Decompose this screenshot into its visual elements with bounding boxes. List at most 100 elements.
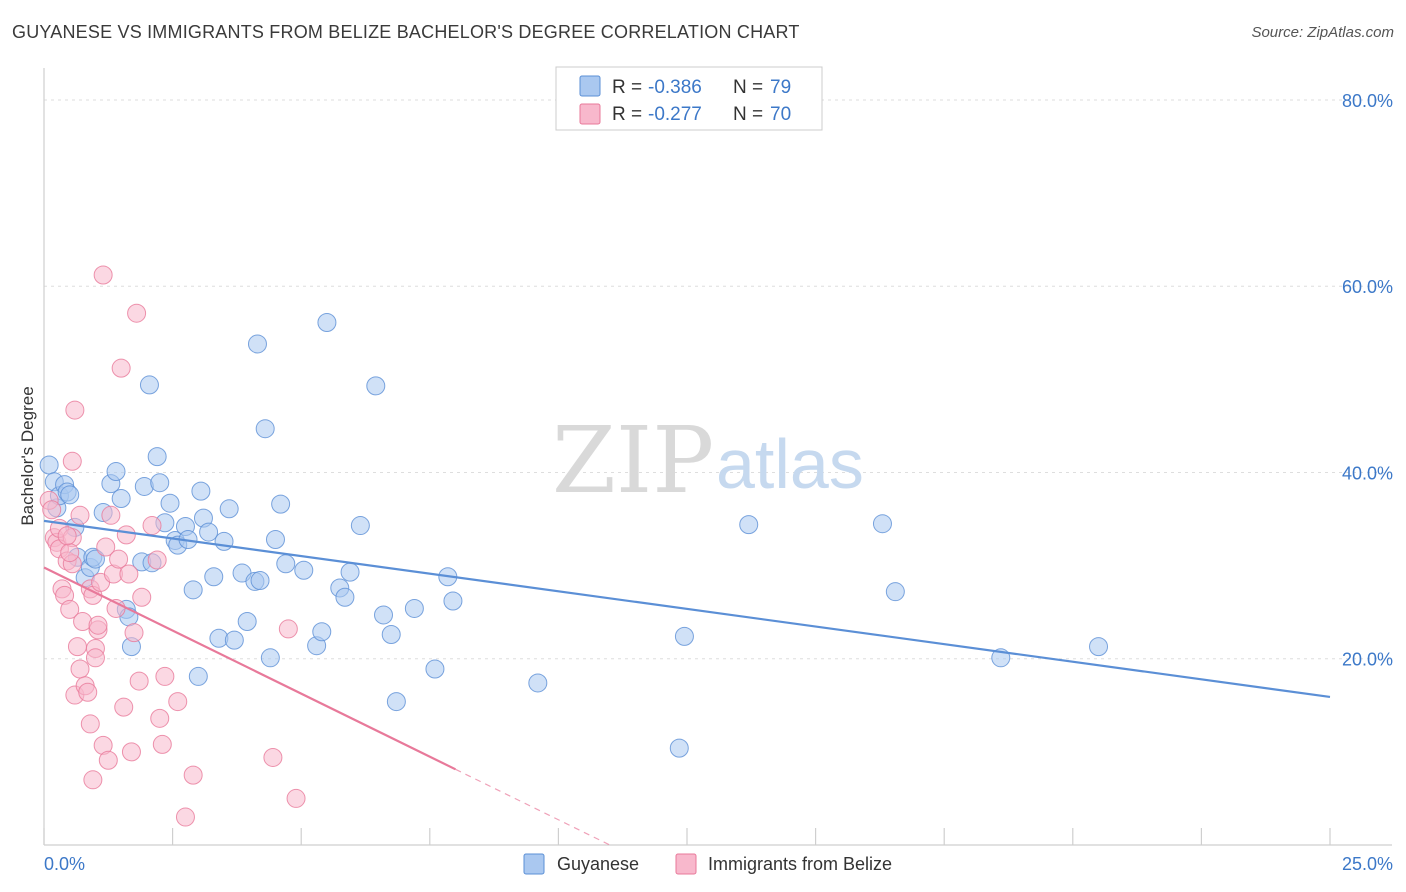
guyanese-point: [255, 419, 275, 439]
watermark: ZIP atlas: [552, 407, 864, 514]
legend-swatch-guyanese: [579, 75, 601, 97]
guyanese-trend-line: [43, 519, 1331, 699]
belize-point: [286, 788, 306, 808]
y-tick-label: 80.0%: [1342, 91, 1393, 111]
guyanese-point: [191, 481, 211, 501]
guyanese-point: [739, 515, 759, 535]
guyanese-point: [425, 659, 445, 679]
legend-r-label: R =: [612, 104, 642, 125]
belize-point: [78, 682, 98, 702]
guyanese-point: [224, 630, 244, 650]
guyanese-point: [199, 522, 219, 542]
guyanese-point: [366, 376, 386, 396]
guyanese-point: [106, 462, 126, 482]
belize-point: [116, 525, 136, 545]
belize-point: [93, 265, 113, 285]
belize-point: [60, 543, 80, 563]
legend-n-value: 70: [770, 104, 791, 125]
watermark-zip: ZIP: [552, 407, 714, 514]
belize-point: [132, 587, 152, 607]
belize-point: [80, 714, 100, 734]
guyanese-point: [340, 562, 360, 582]
belize-trend-line-extension: [455, 768, 611, 846]
guyanese-point: [350, 516, 370, 536]
legend-label-belize: Immigrants from Belize: [708, 854, 892, 874]
belize-point: [124, 623, 144, 643]
belize-point: [109, 549, 129, 569]
belize-point: [67, 637, 87, 657]
legend-r-label: R =: [612, 77, 642, 98]
belize-point: [88, 615, 108, 635]
y-tick-label: 20.0%: [1342, 650, 1393, 670]
belize-point: [129, 671, 149, 691]
belize-point: [155, 666, 175, 686]
guyanese-point: [1089, 637, 1109, 657]
belize-point: [101, 505, 121, 525]
guyanese-point: [271, 494, 291, 514]
trend-lines: [43, 519, 1331, 846]
guyanese-point: [260, 648, 280, 668]
guyanese-point: [139, 375, 159, 395]
legend-r-value: -0.277: [648, 104, 702, 125]
guyanese-point: [312, 622, 332, 642]
guyanese-point: [335, 587, 355, 607]
belize-point: [57, 526, 77, 546]
guyanese-point: [443, 591, 463, 611]
guyanese-point: [204, 567, 224, 587]
x-tick-label: 25.0%: [1342, 854, 1393, 874]
belize-point: [70, 505, 90, 525]
legend-label-guyanese: Guyanese: [557, 854, 639, 874]
guyanese-point: [265, 530, 285, 550]
guyanese-point: [188, 666, 208, 686]
guyanese-point: [374, 605, 394, 625]
belize-point: [150, 708, 170, 728]
belize-point: [85, 648, 105, 668]
belize-point: [98, 750, 118, 770]
belize-trend-line: [43, 566, 457, 771]
guyanese-point: [294, 560, 314, 580]
belize-point: [70, 659, 90, 679]
belize-point: [147, 550, 167, 570]
guyanese-point: [885, 582, 905, 602]
legend-n-label: N =: [733, 104, 763, 125]
belize-point: [119, 564, 139, 584]
guyanese-point: [404, 598, 424, 618]
guyanese-point: [60, 485, 80, 505]
belize-point: [263, 747, 283, 767]
belize-point: [65, 400, 85, 420]
belize-point: [111, 358, 131, 378]
belize-point: [183, 765, 203, 785]
belize-point: [168, 692, 188, 712]
x-tick-labels: 0.0% 25.0%: [44, 854, 1393, 874]
guyanese-point: [872, 514, 892, 534]
guyanese-point: [85, 549, 105, 569]
y-tick-label: 40.0%: [1342, 463, 1393, 483]
source-label: Source: ZipAtlas.com: [1251, 24, 1394, 41]
guyanese-point: [386, 692, 406, 712]
guyanese-point: [528, 673, 548, 693]
x-tick-label: 0.0%: [44, 854, 85, 874]
guyanese-point: [317, 313, 337, 333]
guyanese-point: [147, 447, 167, 467]
belize-point: [114, 697, 134, 717]
belize-point: [42, 500, 62, 520]
correlation-legend: R = -0.386 N = 79 R = -0.277 N = 70: [555, 66, 823, 131]
y-axis-title: Bachelor's Degree: [18, 386, 37, 525]
legend-n-label: N =: [733, 77, 763, 98]
belize-point: [121, 742, 141, 762]
legend-swatch-belize: [675, 853, 697, 875]
guyanese-point: [247, 334, 267, 354]
guyanese-point: [160, 493, 180, 513]
belize-point: [96, 537, 116, 557]
guyanese-point: [150, 473, 170, 493]
guyanese-points: [39, 313, 1109, 758]
belize-point: [142, 516, 162, 536]
belize-point: [152, 734, 172, 754]
y-tick-label: 60.0%: [1342, 277, 1393, 297]
guyanese-point: [381, 625, 401, 645]
legend-n-value: 79: [770, 77, 791, 98]
legend-swatch-belize: [579, 103, 601, 125]
guyanese-point: [276, 554, 296, 574]
belize-point: [127, 303, 147, 323]
